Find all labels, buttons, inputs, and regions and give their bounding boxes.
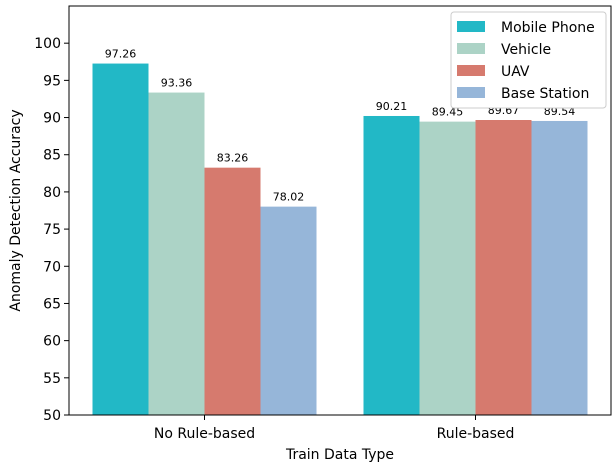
y-tick-label: 95 — [43, 73, 61, 89]
y-tick-label: 75 — [43, 222, 61, 238]
legend: Mobile Phone Vehicle UAV Base Station — [450, 11, 607, 109]
bar — [92, 63, 149, 415]
y-tick-label: 90 — [43, 111, 61, 127]
y-axis-label: Anomaly Detection Accuracy — [8, 109, 24, 311]
x-tick-label: No Rule-based — [154, 426, 255, 442]
data-label: 90.21 — [376, 100, 408, 113]
x-axis-label: Train Data Type — [285, 447, 394, 463]
y-tick-label: 50 — [43, 408, 61, 424]
legend-label: Vehicle — [501, 42, 551, 58]
y-tick-label: 60 — [43, 334, 61, 350]
legend-swatch — [457, 43, 485, 54]
y-tick-label: 65 — [43, 296, 61, 312]
data-label: 93.36 — [161, 77, 193, 90]
legend-label: UAV — [501, 64, 530, 80]
y-tick-label: 85 — [43, 148, 61, 164]
data-label: 89.45 — [432, 106, 464, 119]
data-label: 97.26 — [105, 48, 137, 61]
y-tick-label: 80 — [43, 185, 61, 201]
plot-frame — [68, 5, 612, 416]
bar — [260, 206, 317, 415]
bar — [475, 119, 532, 416]
bar — [363, 115, 420, 415]
legend-label: Mobile Phone — [501, 20, 595, 36]
y-tick-label: 55 — [43, 371, 61, 387]
y-axis-ticks: 50 55 60 65 70 75 80 85 90 95 100 — [34, 36, 69, 424]
bar — [419, 121, 476, 416]
legend-swatch — [457, 65, 485, 76]
bar — [531, 120, 588, 415]
legend-swatch — [457, 21, 485, 32]
data-label: 83.26 — [217, 152, 249, 165]
data-label: 78.02 — [273, 191, 305, 204]
x-axis-ticks: No Rule-based Rule-based — [154, 415, 515, 442]
bars-layer — [92, 63, 588, 416]
legend-box — [450, 11, 607, 109]
bar — [204, 167, 261, 415]
bar — [148, 92, 205, 416]
y-tick-label: 100 — [34, 36, 61, 52]
y-tick-label: 70 — [43, 259, 61, 275]
legend-swatch — [457, 87, 485, 98]
legend-label: Base Station — [501, 86, 589, 102]
x-tick-label: Rule-based — [437, 426, 515, 442]
